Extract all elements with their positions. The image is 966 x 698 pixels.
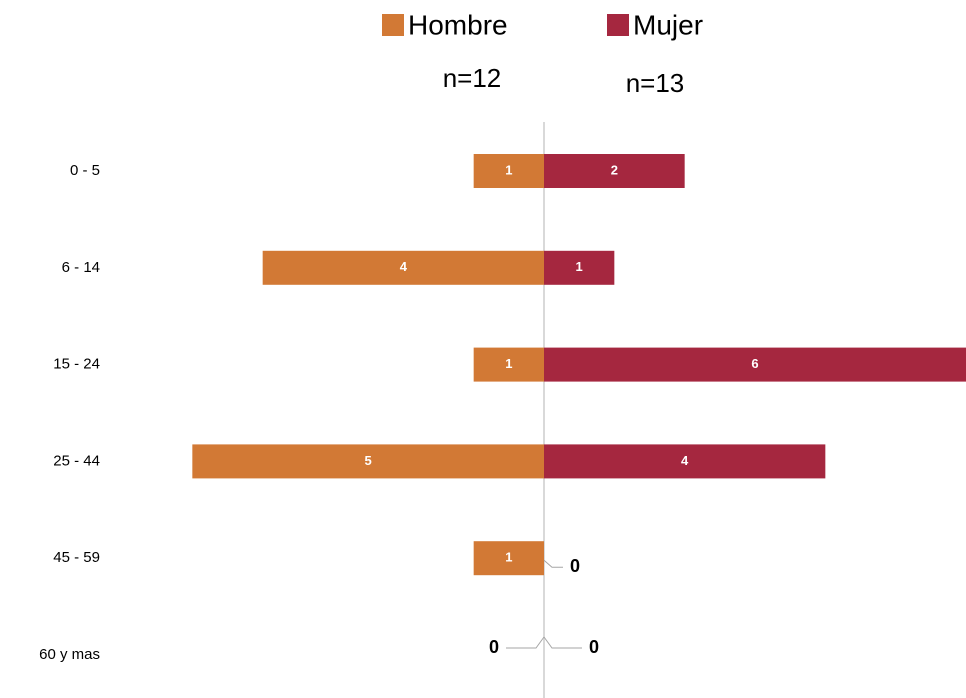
leader-line xyxy=(543,636,582,649)
category-label: 15 - 24 xyxy=(53,356,100,373)
bar-label: 5 xyxy=(365,453,372,468)
bar-label: 2 xyxy=(611,162,618,177)
bar-label: 1 xyxy=(505,356,512,371)
bar-label: 0 xyxy=(589,637,599,657)
bar-label: 0 xyxy=(570,556,580,576)
category-label: 25 - 44 xyxy=(53,452,100,469)
bar xyxy=(473,541,544,576)
bar xyxy=(544,250,615,285)
bar-label: 6 xyxy=(751,356,758,371)
category-label: 45 - 59 xyxy=(53,549,100,566)
legend-label: Mujer xyxy=(633,9,703,40)
annotation: n=12 xyxy=(443,63,502,93)
bar xyxy=(544,154,685,188)
legend-label: Hombre xyxy=(408,9,508,40)
bar xyxy=(473,154,544,188)
bar xyxy=(192,444,545,479)
leader-line xyxy=(543,559,563,568)
category-label: 0 - 5 xyxy=(70,162,100,179)
category-label: 60 y mas xyxy=(39,646,100,663)
bar xyxy=(262,250,544,285)
bar-label: 1 xyxy=(576,259,583,274)
bar-label: 4 xyxy=(681,453,689,468)
bar xyxy=(544,444,826,479)
legend-swatch xyxy=(607,14,629,36)
bar-label: 0 xyxy=(489,637,499,657)
category-label: 6 - 14 xyxy=(62,259,100,276)
leader-line xyxy=(506,636,545,649)
annotation: n=13 xyxy=(626,68,685,98)
legend-swatch xyxy=(382,14,404,36)
bar xyxy=(544,347,966,382)
bar-label: 1 xyxy=(505,550,512,565)
bar-label: 1 xyxy=(505,162,512,177)
bar xyxy=(473,347,544,382)
bar-label: 4 xyxy=(400,259,408,274)
